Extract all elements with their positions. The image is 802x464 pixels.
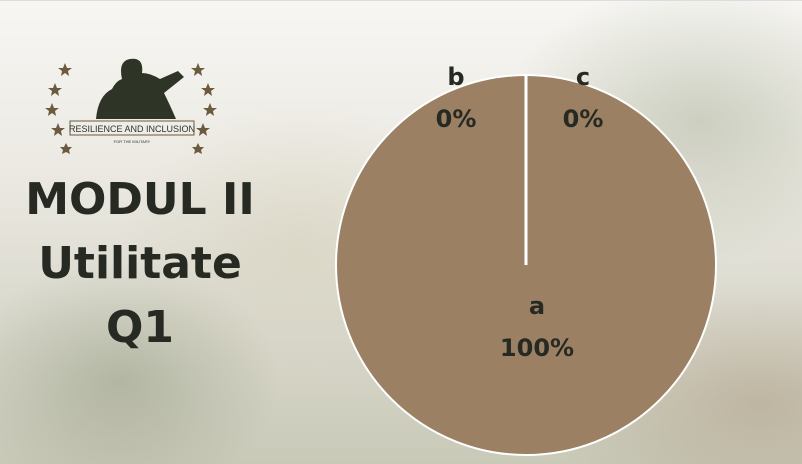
- pie: [335, 73, 717, 457]
- slice-value-label: 0%: [436, 105, 477, 133]
- title-line: Utilitate: [38, 238, 242, 289]
- logo-title: RESILIENCE AND INCLUSION: [69, 124, 195, 134]
- slice-label: a: [529, 292, 545, 320]
- slice-value-label: 0%: [563, 105, 604, 133]
- slice-label: b: [447, 63, 464, 91]
- title-line: MODUL II: [25, 174, 255, 225]
- slice-label: c: [576, 63, 590, 91]
- logo: RESILIENCE AND INCLUSION FOR THE MILITAR…: [45, 58, 217, 154]
- title-line: Q1: [106, 302, 174, 353]
- logo-subtitle: FOR THE MILITARY: [114, 139, 151, 144]
- slice-value-label: 100%: [500, 334, 574, 362]
